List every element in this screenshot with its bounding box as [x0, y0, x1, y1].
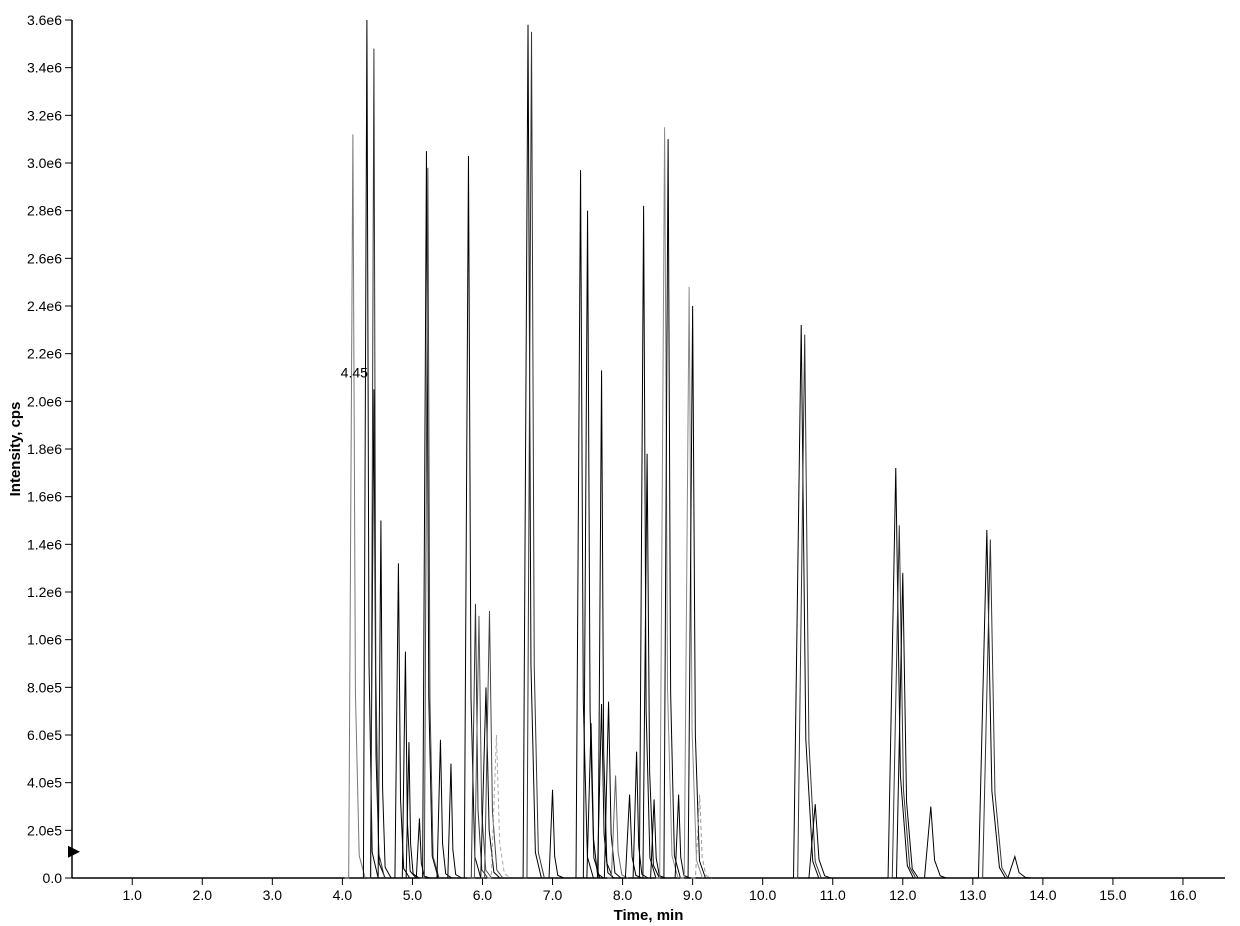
- chromatogram-peak: [523, 32, 544, 878]
- chromatogram-peak: [1004, 857, 1032, 878]
- y-tick-label: 2.0e6: [27, 393, 62, 409]
- x-axis-label: Time, min: [614, 907, 684, 924]
- chromatogram-peak: [487, 735, 510, 878]
- chromatogram-peak: [660, 139, 681, 878]
- chromatogram-peak: [635, 206, 656, 878]
- x-tick-label: 12.0: [889, 887, 916, 903]
- y-tick-label: 3.2e6: [27, 107, 62, 123]
- chromatogram-peak: [433, 740, 452, 878]
- y-tick-label: 8.0e5: [27, 679, 62, 695]
- y-tick-label: 4.0e5: [27, 775, 62, 791]
- chromatogram-peak: [974, 530, 1005, 878]
- y-tick-label: 3.4e6: [27, 60, 62, 76]
- y-tick-label: 1.4e6: [27, 536, 62, 552]
- y-tick-label: 2.4e6: [27, 298, 62, 314]
- chromatogram-chart: 1.0 2.0 3.0 4.0 5.0 6.0 7.0 8.0 9.0 10.0 11.0 12.0 1…: [0, 0, 1240, 926]
- x-tick-label: 5.0: [403, 887, 423, 903]
- x-tick-label: 7.0: [543, 887, 563, 903]
- y-tick-label: 0.0: [43, 870, 63, 886]
- chromatogram-peak: [805, 804, 831, 878]
- y-tick-label: 1.8e6: [27, 441, 62, 457]
- x-tick-label: 9.0: [683, 887, 703, 903]
- y-tick-label: 1.2e6: [27, 584, 62, 600]
- y-tick-label: 2.0e5: [27, 822, 62, 838]
- chromatogram-peak: [412, 818, 430, 878]
- chromatogram-peak: [629, 752, 648, 878]
- y-tick-label: 2.2e6: [27, 346, 62, 362]
- x-tick-label: 15.0: [1099, 887, 1126, 903]
- chromatogram-peak: [892, 573, 918, 878]
- x-tick-label: 13.0: [959, 887, 986, 903]
- baseline-marker-icon: [68, 846, 80, 858]
- y-tick-label: 2.6e6: [27, 250, 62, 266]
- x-tick-label: 3.0: [263, 887, 283, 903]
- y-axis-label: Intensity, cps: [7, 402, 24, 497]
- chromatogram-peak: [345, 134, 366, 878]
- chromatogram-peak: [444, 764, 462, 878]
- chromatogram-peak: [656, 127, 678, 878]
- x-tick-label: 6.0: [473, 887, 493, 903]
- chromatogram-peak: [794, 335, 822, 878]
- chromatogram-peak: [519, 25, 541, 878]
- x-tick-label: 16.0: [1169, 887, 1196, 903]
- x-tick-label: 8.0: [613, 887, 633, 903]
- x-tick-label: 14.0: [1029, 887, 1056, 903]
- chromatogram-peak: [545, 790, 564, 878]
- y-tick-label: 1.6e6: [27, 489, 62, 505]
- x-tick-label: 10.0: [749, 887, 776, 903]
- peak-annotation: 4.45: [341, 365, 368, 381]
- chromatogram-peak: [402, 742, 419, 878]
- y-tick-label: 3.0e6: [27, 155, 62, 171]
- x-tick-label: 2.0: [193, 887, 213, 903]
- chromatogram-peak: [888, 525, 916, 878]
- x-tick-label: 11.0: [820, 887, 846, 903]
- chromatogram-peak: [979, 540, 1008, 878]
- chromatogram-peak: [920, 807, 946, 879]
- chromatogram-peak: [684, 306, 705, 878]
- chart-svg: 1.0 2.0 3.0 4.0 5.0 6.0 7.0 8.0 9.0 10.0 11.0 12.0 1…: [0, 0, 1240, 926]
- chromatogram-peak: [680, 287, 702, 878]
- y-tick-label: 1.0e6: [27, 632, 62, 648]
- x-tick-label: 4.0: [333, 887, 353, 903]
- y-tick-label: 2.8e6: [27, 203, 62, 219]
- x-tick-label: 1.0: [123, 887, 143, 903]
- y-tick-label: 6.0e5: [27, 727, 62, 743]
- y-tick-label: 3.6e6: [27, 12, 62, 28]
